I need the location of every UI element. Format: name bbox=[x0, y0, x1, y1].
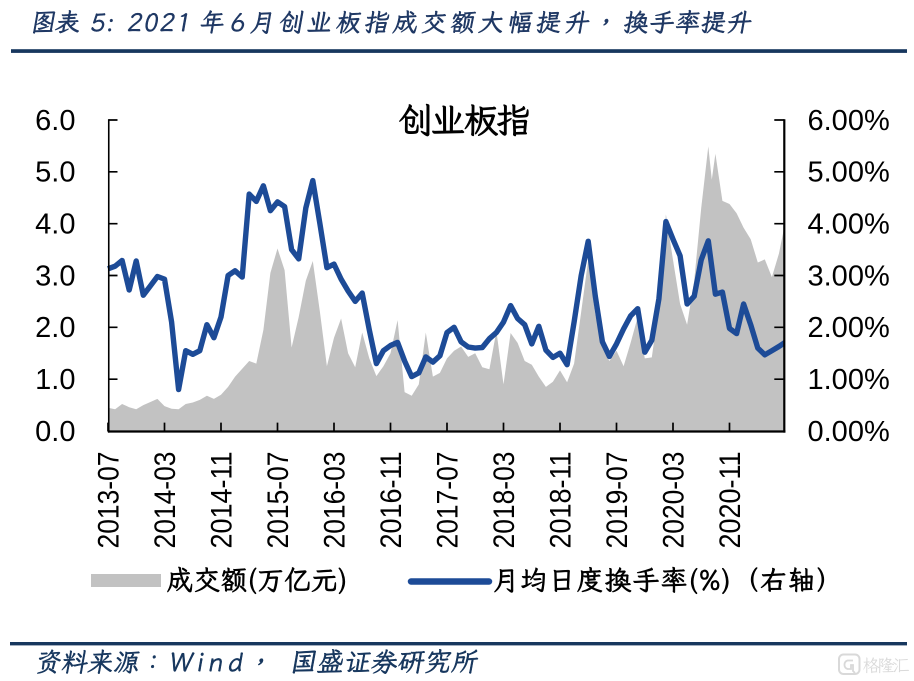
svg-text:2017-07: 2017-07 bbox=[431, 452, 464, 549]
svg-text:2.0: 2.0 bbox=[35, 312, 75, 344]
svg-text:2015-07: 2015-07 bbox=[262, 452, 295, 549]
svg-text:3.00%: 3.00% bbox=[808, 260, 890, 292]
svg-text:2.00%: 2.00% bbox=[808, 312, 890, 344]
svg-text:1.00%: 1.00% bbox=[808, 364, 890, 396]
svg-text:4.00%: 4.00% bbox=[808, 209, 890, 241]
svg-text:0.00%: 0.00% bbox=[808, 416, 890, 448]
svg-text:2020-11: 2020-11 bbox=[714, 452, 747, 549]
svg-text:2018-11: 2018-11 bbox=[544, 452, 577, 549]
svg-text:2019-07: 2019-07 bbox=[601, 452, 634, 549]
svg-text:2016-11: 2016-11 bbox=[375, 452, 408, 549]
svg-text:2016-03: 2016-03 bbox=[318, 452, 351, 549]
svg-text:6.00%: 6.00% bbox=[808, 105, 890, 137]
svg-text:2014-03: 2014-03 bbox=[149, 452, 182, 549]
svg-text:2013-07: 2013-07 bbox=[92, 452, 125, 549]
svg-text:2020-03: 2020-03 bbox=[657, 452, 690, 549]
svg-text:5.00%: 5.00% bbox=[808, 157, 890, 189]
svg-text:4.0: 4.0 bbox=[35, 209, 75, 241]
svg-text:1.0: 1.0 bbox=[35, 364, 75, 396]
svg-text:5.0: 5.0 bbox=[35, 157, 75, 189]
svg-text:0.0: 0.0 bbox=[35, 416, 75, 448]
svg-text:2018-03: 2018-03 bbox=[488, 452, 521, 549]
svg-text:2014-11: 2014-11 bbox=[205, 452, 238, 549]
svg-text:6.0: 6.0 bbox=[35, 105, 75, 137]
svg-text:3.0: 3.0 bbox=[35, 260, 75, 292]
